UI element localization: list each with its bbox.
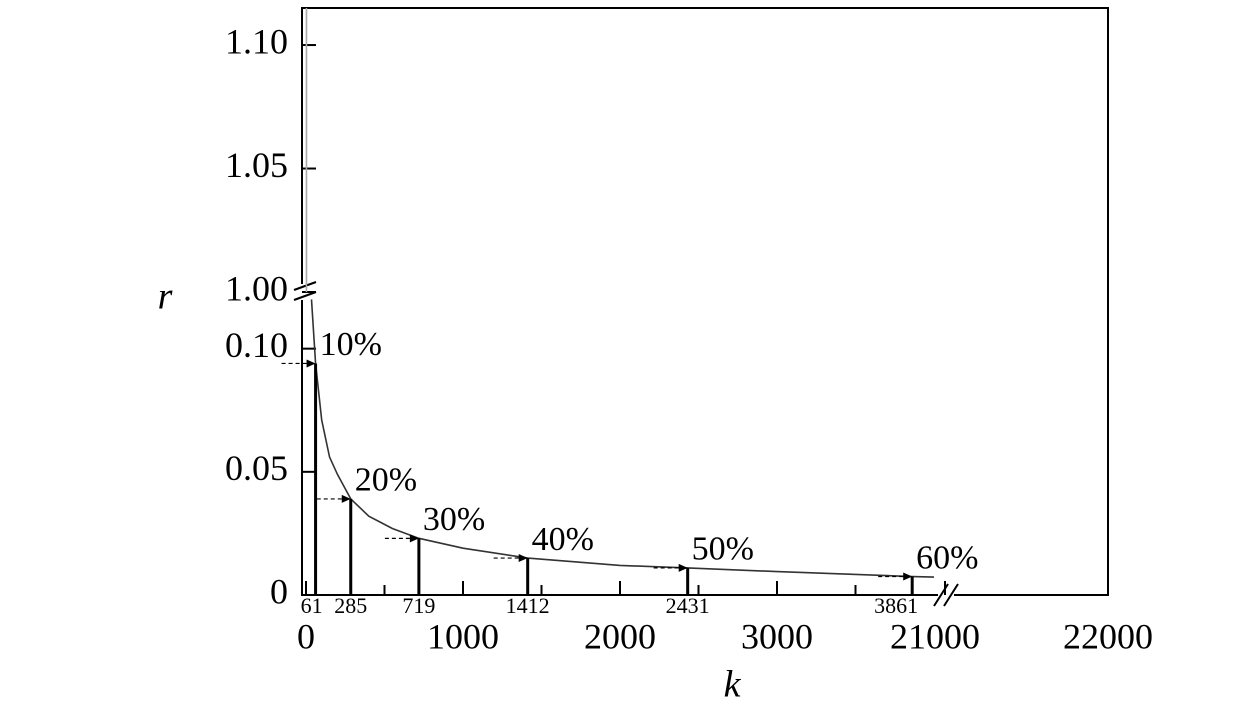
y-tick-label: 1.05: [225, 145, 288, 185]
x-axis-label: k: [724, 664, 742, 706]
percent-label: 10%: [320, 326, 382, 363]
arrow-head: [678, 563, 688, 572]
k-label: 1412: [506, 593, 550, 618]
k-label: 61: [301, 593, 323, 618]
x-tick-label: 22000: [1063, 616, 1153, 656]
arrow-head: [409, 534, 419, 543]
y-tick-label: 1.00: [225, 268, 288, 308]
plot-frame: [301, 7, 1109, 596]
x-tick-label: 2000: [584, 616, 656, 656]
arrow-head: [306, 359, 316, 368]
percent-label: 30%: [423, 501, 485, 538]
arrow-head: [341, 494, 351, 503]
y-axis-label: r: [158, 276, 173, 318]
x-tick-label: 1000: [427, 616, 499, 656]
percent-label: 40%: [532, 521, 594, 558]
curve: [310, 299, 935, 578]
percent-label: 20%: [355, 462, 417, 499]
y-tick-label: 0: [270, 571, 288, 611]
arrow-head: [518, 554, 528, 563]
k-label: 3861: [874, 593, 918, 618]
k-label: 285: [334, 593, 367, 618]
y-tick-label: 0.10: [225, 325, 288, 365]
percent-label: 60%: [916, 539, 978, 576]
y-tick-label: 0.05: [225, 448, 288, 488]
arrow-head: [903, 572, 913, 581]
x-tick-label: 3000: [741, 616, 813, 656]
x-tick-label: 21000: [890, 616, 980, 656]
k-label: 719: [402, 593, 435, 618]
y-tick-label: 1.10: [225, 21, 288, 61]
percent-label: 50%: [692, 531, 754, 568]
k-label: 2431: [666, 593, 710, 618]
x-tick-label: 0: [297, 616, 315, 656]
